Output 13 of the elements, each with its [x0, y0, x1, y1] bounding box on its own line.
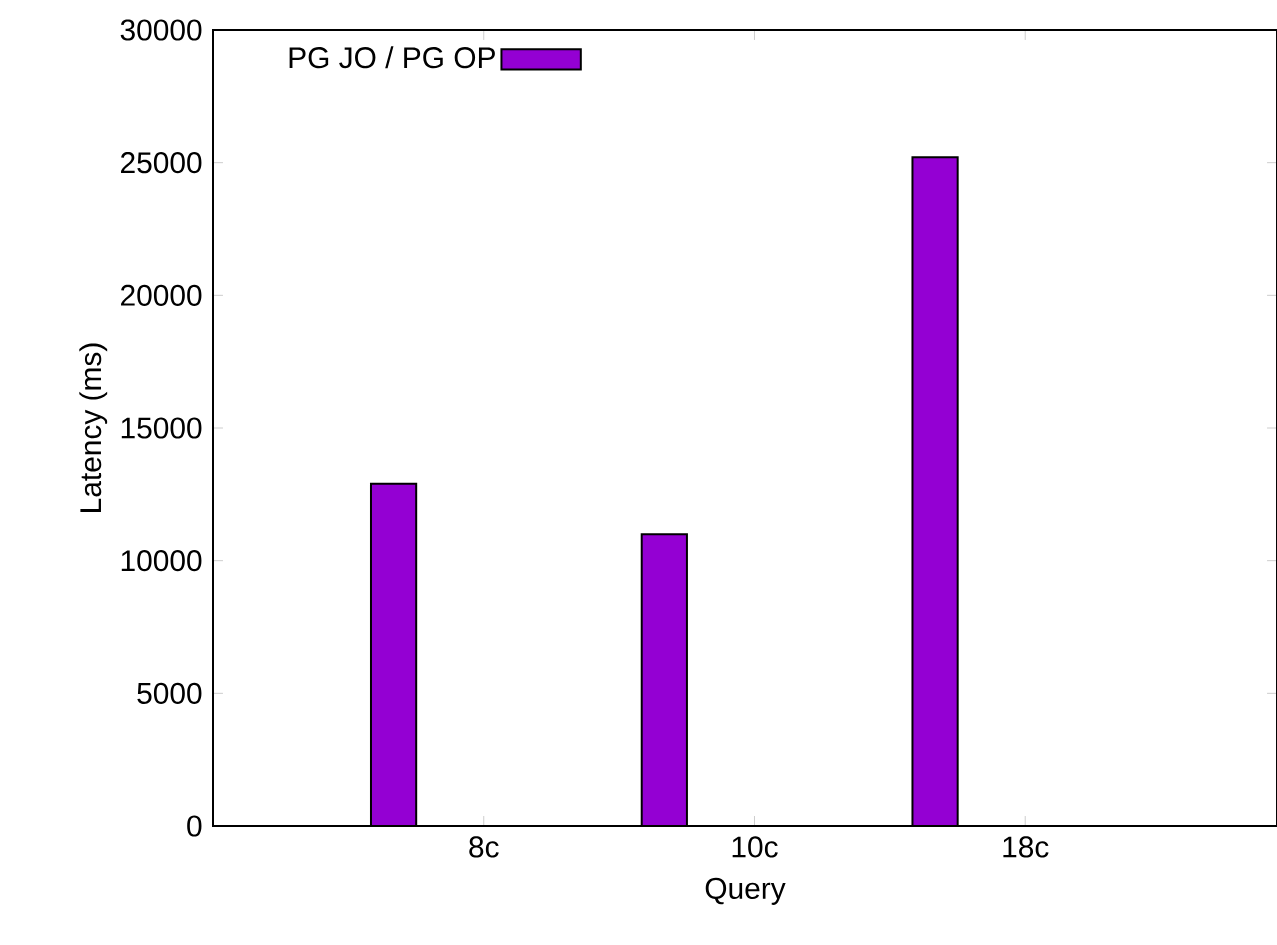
x-tick-label: 8c [469, 836, 499, 858]
y-tick-label: 0 [187, 815, 202, 837]
y-tick-label: 15000 [121, 417, 202, 439]
x-tick-label: 18c [1003, 836, 1049, 858]
y-tick-label: 30000 [120, 19, 202, 41]
x-axis-title: Query [705, 877, 786, 905]
y-tick-label: 20000 [121, 284, 202, 306]
y-tick-label: 5000 [137, 682, 202, 704]
y-tick-label: 25000 [121, 152, 202, 174]
x-tick-label: 10c [732, 836, 778, 858]
y-tick-label: 10000 [121, 550, 202, 572]
y-axis-title: Latency (ms) [79, 343, 108, 512]
legend-label: PG JO / PG OP [289, 46, 495, 69]
